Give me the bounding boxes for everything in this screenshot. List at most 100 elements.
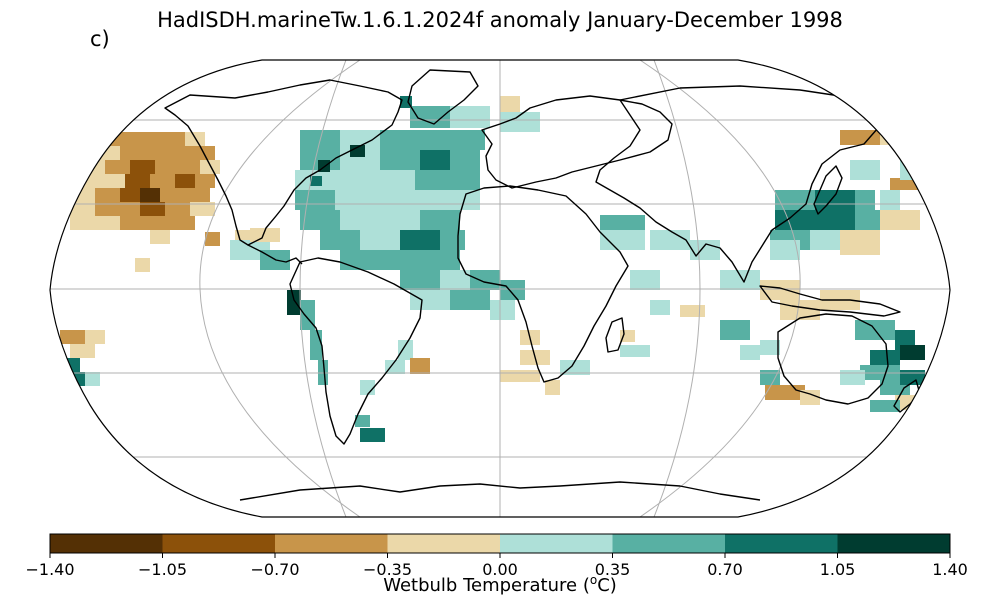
anomaly-cell <box>500 280 525 300</box>
anomaly-cell <box>375 190 415 210</box>
anomaly-cell <box>385 360 405 374</box>
anomaly-cell <box>380 250 420 270</box>
anomaly-cell <box>380 130 420 150</box>
anomaly-cell <box>140 188 160 202</box>
anomaly-cell <box>410 358 430 374</box>
anomaly-cell <box>70 216 95 230</box>
anomaly-cell <box>120 216 145 230</box>
anomaly-cell <box>720 320 750 340</box>
colorbar-tick-label: 0.35 <box>595 560 631 579</box>
anomaly-cell <box>155 160 175 174</box>
anomaly-cell <box>310 176 322 186</box>
australia-coast <box>777 313 889 405</box>
europe-coast <box>481 95 673 189</box>
anomaly-cell <box>455 170 480 190</box>
colorbar-bin <box>387 534 501 553</box>
anomaly-cell <box>880 190 900 210</box>
anomaly-cell <box>450 290 490 310</box>
anomaly-cell <box>380 210 420 230</box>
anomaly-cell <box>420 130 460 150</box>
anomaly-cell <box>740 345 760 360</box>
anomaly-cell <box>900 160 930 180</box>
anomaly-cell <box>320 230 360 250</box>
central-america-coast <box>247 244 303 265</box>
anomaly-cell <box>355 415 370 427</box>
colorbar-tick-label: 0.70 <box>707 560 743 579</box>
africa-coast <box>457 185 629 383</box>
anomaly-cell <box>450 106 490 128</box>
colorbar-bin <box>275 534 388 553</box>
anomaly-cell <box>205 232 220 246</box>
anomaly-cell <box>500 96 520 112</box>
anomaly-cell <box>140 202 165 216</box>
anomaly-cell <box>880 210 920 230</box>
anomaly-cell <box>300 210 340 230</box>
anomaly-cell <box>850 160 880 180</box>
anomaly-cell <box>815 190 855 210</box>
colorbar-bin <box>500 534 613 553</box>
anomaly-cell <box>70 344 95 358</box>
anomaly-cell <box>335 170 375 190</box>
anomaly-cell <box>120 188 140 202</box>
anomaly-cell <box>95 188 120 202</box>
figure-title: HadISDH.marineTw.1.6.1.2024f anomaly Jan… <box>157 8 843 32</box>
anomaly-cell <box>870 400 900 412</box>
map-outline <box>49 59 951 518</box>
anomaly-cell <box>380 150 420 170</box>
colorbar-label-prefix: Wetbulb Temperature ( <box>383 575 590 596</box>
colorbar-tick-label: −0.35 <box>363 560 412 579</box>
anomaly-cell <box>400 270 440 290</box>
anomaly-cell <box>335 190 375 210</box>
anomaly-cell <box>310 330 322 360</box>
north-america-coast <box>164 79 403 246</box>
anomaly-cell <box>760 280 800 300</box>
anomaly-cell <box>560 360 590 375</box>
colorbar-tick-label: −1.05 <box>138 560 187 579</box>
anomaly-cell <box>870 350 900 365</box>
panel-label: c) <box>90 27 110 51</box>
colorbar-tick-label: 1.05 <box>820 560 856 579</box>
meridian-120e <box>639 60 801 517</box>
anomaly-cell <box>415 170 455 190</box>
anomaly-cell <box>815 210 855 230</box>
anomaly-cell <box>100 174 125 188</box>
anomaly-cell <box>855 210 885 230</box>
coastlines <box>164 69 921 501</box>
madagascar-coast <box>605 317 625 353</box>
anomaly-cell <box>195 174 215 188</box>
colorbar-tick-label: 0.00 <box>482 560 518 579</box>
anomaly-cell <box>720 270 760 290</box>
anomaly-cell <box>60 330 85 344</box>
colorbar-ticks: −1.40 −1.05 −0.70 −0.35 0.00 0.35 0.70 1.05 1.40 <box>25 553 968 579</box>
anomaly-cell <box>70 202 95 216</box>
anomaly-cell <box>130 160 155 174</box>
anomaly-cell <box>770 240 800 260</box>
anomaly-cell <box>295 190 335 210</box>
graticule <box>50 60 950 517</box>
colorbar-label: Wetbulb Temperature (oC) <box>0 573 1000 596</box>
anomaly-cell <box>775 210 815 230</box>
anomaly-cell <box>125 174 150 188</box>
colorbar-tick-label: 1.40 <box>932 560 968 579</box>
anomaly-cell <box>360 380 375 395</box>
anomaly-cell <box>165 202 190 216</box>
anomaly-cell <box>160 132 185 146</box>
anomaly-cell <box>95 202 120 216</box>
anomaly-cell <box>185 188 210 202</box>
anomaly-cell <box>175 174 195 188</box>
colorbar-bin <box>50 534 163 553</box>
anomaly-cell <box>880 130 910 145</box>
anomaly-cell <box>150 230 170 244</box>
anomaly-cell <box>440 230 465 250</box>
anomaly-cell <box>840 230 880 255</box>
anomaly-cell <box>300 300 315 330</box>
anomaly-cell <box>340 250 380 270</box>
anomaly-cell <box>620 345 650 357</box>
globe-area <box>50 60 950 517</box>
anomaly-cell <box>900 345 925 360</box>
anomaly-cell <box>105 160 130 174</box>
anomaly-cell <box>800 390 820 405</box>
meridian-60e <box>653 60 701 517</box>
anomaly-cell <box>75 174 100 188</box>
